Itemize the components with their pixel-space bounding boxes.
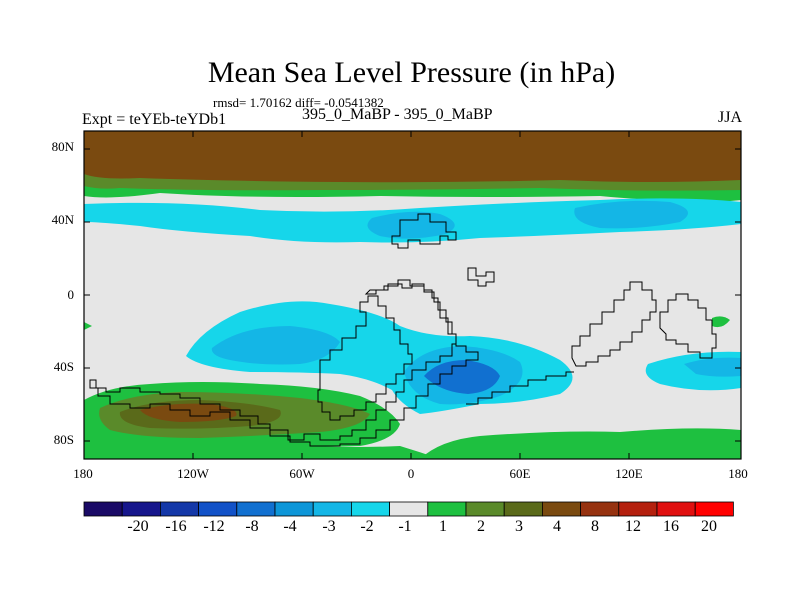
colorbar-label: 4 bbox=[553, 518, 561, 535]
lon-tick-120E: 120E bbox=[615, 466, 643, 481]
experiment-comparison: 395_0_MaBP - 395_0_MaBP bbox=[302, 106, 493, 123]
colorbar-label: -4 bbox=[283, 518, 297, 535]
colorbar-swatch bbox=[542, 501, 582, 517]
colorbar-label: -16 bbox=[165, 518, 187, 535]
sh-deep-blue-indian bbox=[424, 360, 500, 394]
lon-tick-60W: 60W bbox=[289, 466, 315, 481]
rmsd-diff-stats: rmsd= 1.70162 diff= -0.0541382 bbox=[213, 95, 384, 110]
coastline-australia-block bbox=[659, 293, 717, 359]
colorbar-swatch bbox=[503, 501, 543, 517]
coastline-gondwana-interior bbox=[317, 295, 413, 421]
colorbar-label: -20 bbox=[127, 518, 149, 535]
colorbar-swatch bbox=[618, 501, 658, 517]
nh-blue-cell-pacific bbox=[574, 200, 688, 229]
colorbar-swatch bbox=[236, 501, 276, 517]
lon-tick-120W: 120W bbox=[177, 466, 209, 481]
colorbar-label: 20 bbox=[701, 518, 717, 535]
lon-tick-180E: 180 bbox=[728, 466, 748, 481]
season-label: JJA bbox=[717, 109, 742, 126]
arctic-brown-band bbox=[84, 131, 741, 183]
lon-tick-0: 0 bbox=[407, 466, 415, 481]
lat-tick-80N: 80N bbox=[51, 139, 74, 154]
colorbar-label: -1 bbox=[398, 518, 412, 535]
plot-title: Mean Sea Level Pressure (in hPa) bbox=[207, 56, 616, 89]
colorbar-swatch bbox=[389, 501, 429, 517]
colorbar-swatch bbox=[350, 501, 390, 517]
lat-tick-40S: 40S bbox=[53, 359, 74, 374]
coastlines bbox=[89, 213, 717, 447]
colorbar-label: 8 bbox=[591, 518, 599, 535]
colorbar-swatch bbox=[159, 501, 199, 517]
colorbar-label: 1 bbox=[439, 518, 447, 535]
colorbar-swatch bbox=[694, 501, 734, 517]
lat-tick-equator: 0 bbox=[67, 287, 75, 302]
colorbar-swatch bbox=[465, 501, 505, 517]
colorbar-label: -2 bbox=[360, 518, 374, 535]
colorbar-label: -3 bbox=[322, 518, 336, 535]
coastline-north-islands bbox=[467, 267, 495, 287]
colorbar-swatch bbox=[121, 501, 161, 517]
coastline-laurussia bbox=[391, 213, 457, 249]
colorbar-label: -12 bbox=[203, 518, 225, 535]
antarctic-green-strip bbox=[84, 442, 440, 459]
colorbar-swatch bbox=[274, 501, 314, 517]
experiment-label: Expt = teYEb-teYDb1 bbox=[82, 111, 227, 128]
colorbar-label: -8 bbox=[245, 518, 259, 535]
so-brown-core bbox=[140, 403, 237, 422]
colorbar-label: 16 bbox=[663, 518, 679, 535]
axis-ticks bbox=[84, 131, 741, 459]
sh-mid-blue-pacific bbox=[211, 326, 340, 365]
lon-tick-180W: 180 bbox=[73, 466, 93, 481]
colorbar-label: 3 bbox=[515, 518, 523, 535]
colorbar-swatch bbox=[312, 501, 352, 517]
colorbar-label: 2 bbox=[477, 518, 485, 535]
colorbar-label: 12 bbox=[625, 518, 641, 535]
colorbar-swatch bbox=[83, 501, 123, 517]
lat-tick-80S: 80S bbox=[53, 432, 74, 447]
coastline-asia-east bbox=[571, 281, 657, 367]
colorbar-swatch bbox=[656, 501, 696, 517]
coastline-sa-coast bbox=[466, 371, 574, 405]
colorbar-swatch bbox=[427, 501, 467, 517]
lon-tick-60E: 60E bbox=[509, 466, 531, 481]
green-patch-west bbox=[84, 322, 92, 330]
colorbar-swatch bbox=[198, 501, 238, 517]
lat-tick-40N: 40N bbox=[51, 212, 74, 227]
coastline-gondwana-main bbox=[89, 279, 479, 447]
nh-blue-cell-atlantic bbox=[367, 211, 455, 239]
colorbar-swatch bbox=[580, 501, 620, 517]
so-green-belt-east bbox=[420, 428, 741, 459]
green-patch-east bbox=[712, 316, 730, 328]
sh-mid-blue-east bbox=[684, 357, 741, 377]
